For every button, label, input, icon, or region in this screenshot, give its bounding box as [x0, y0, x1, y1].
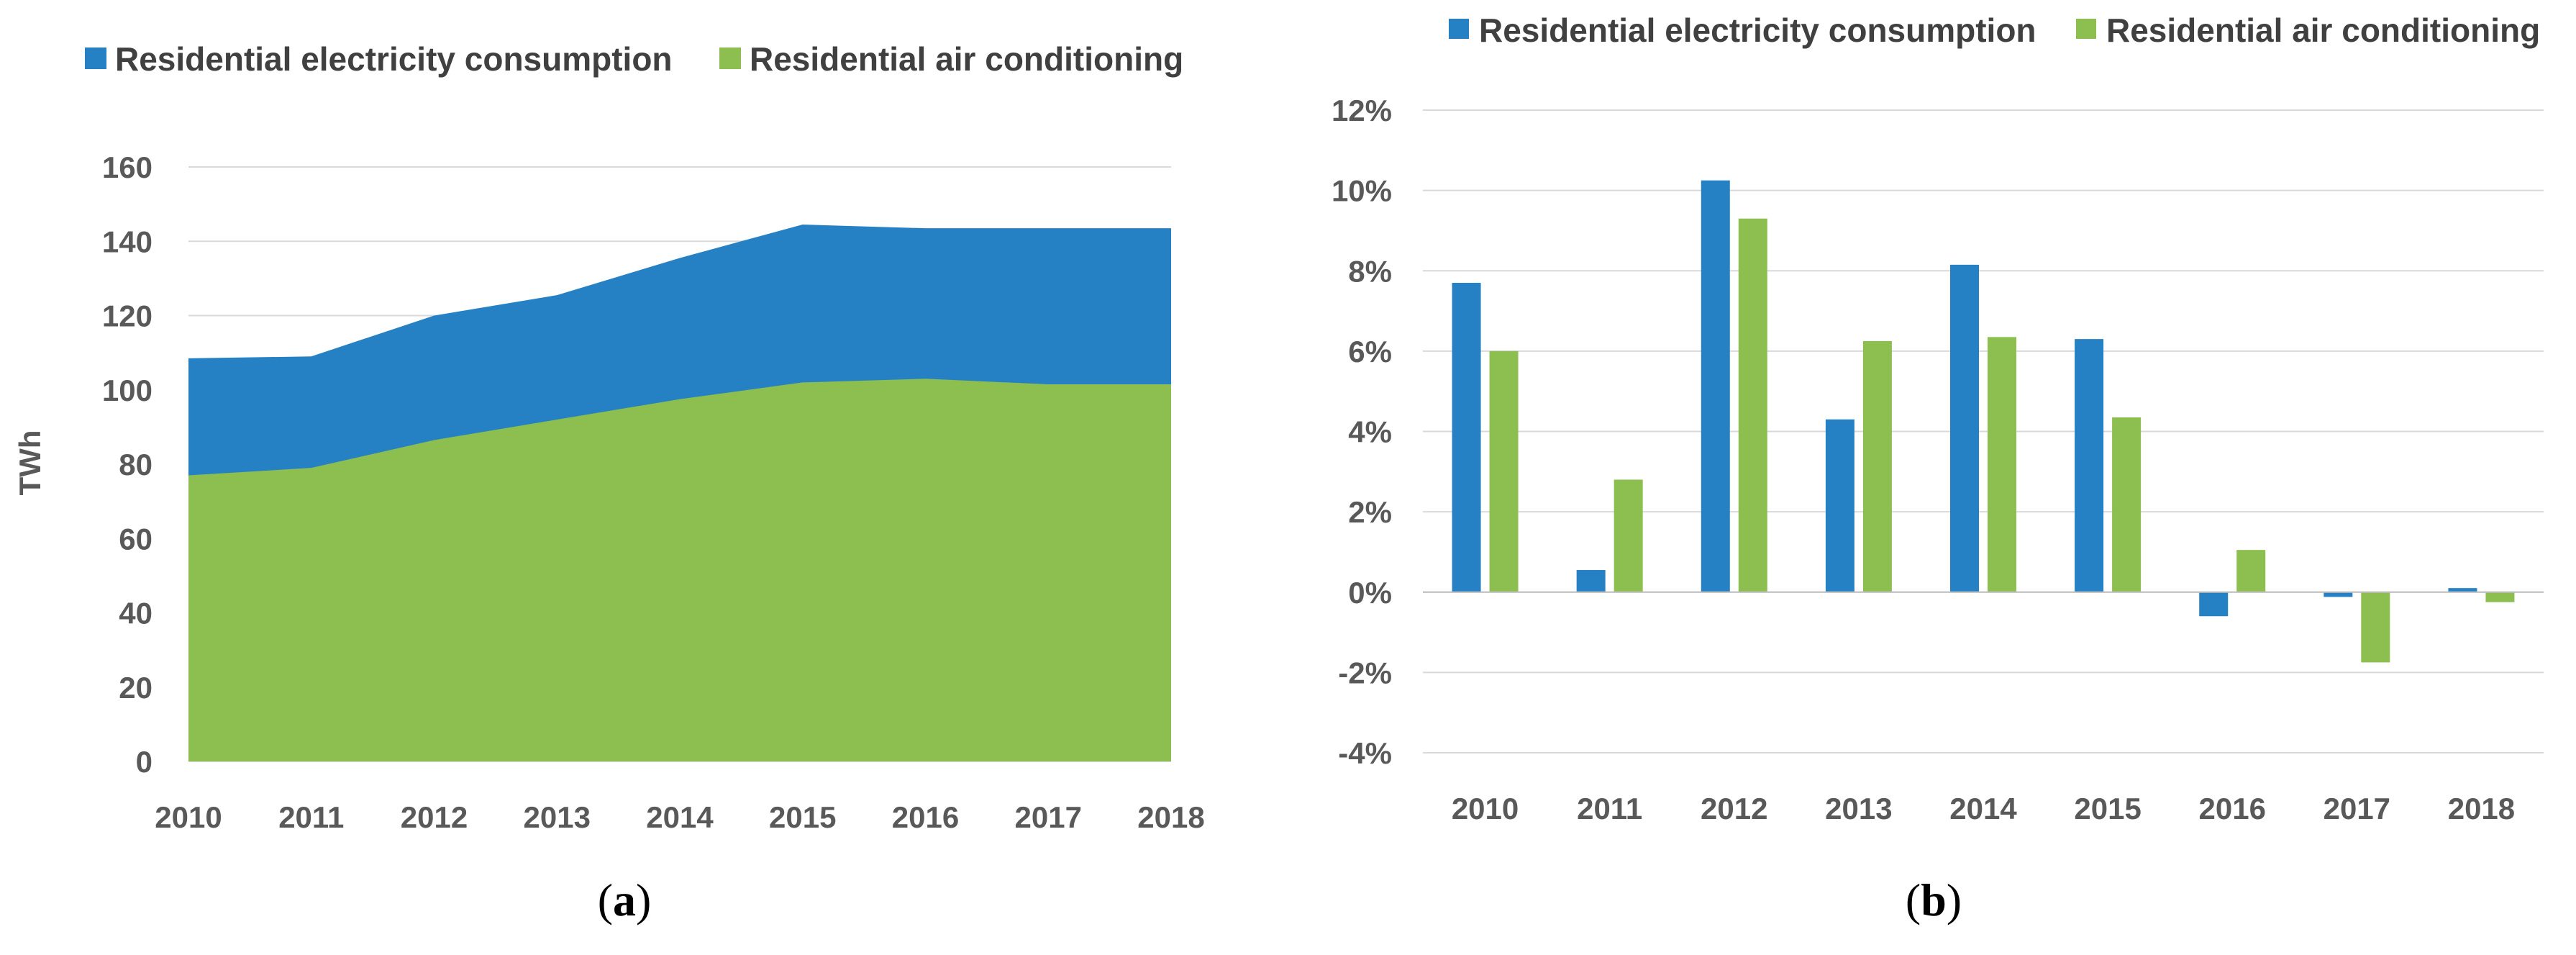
bar-electricity [1576, 570, 1606, 592]
bar-electricity [2448, 588, 2477, 592]
legend-b: Residential electricity consumption Resi… [1449, 12, 2540, 49]
x-tick-label-b: 2013 [1825, 792, 1892, 825]
x-tick-label-b: 2018 [2448, 792, 2515, 825]
bar-ac [1489, 350, 1519, 592]
area-chart-a: Residential electricity consumption Resi… [13, 40, 1205, 925]
bar-ac [2361, 592, 2390, 663]
y-tick-label-a: 80 [119, 448, 153, 481]
bar-electricity [1701, 180, 1730, 592]
bars-b [1423, 180, 2544, 663]
y-ticks-b: -4% -2% 0% 2% 4% 6% 8% 10% 12% [1332, 94, 1392, 770]
y-tick-label-a: 60 [119, 522, 153, 556]
y-tick-label-a: 0 [136, 745, 153, 779]
x-tick-label-b: 2015 [2074, 792, 2141, 825]
bar-ac [2112, 417, 2142, 592]
x-tick-label-a: 2011 [278, 800, 344, 834]
area-series-ac [188, 379, 1171, 761]
x-ticks-b: 2010 2011 2012 2013 2014 2015 2016 2017 2018 [1452, 792, 2515, 825]
y-tick-label-a: 140 [102, 225, 153, 258]
legend-a-label-ac: Residential air conditioning [750, 40, 1183, 78]
x-tick-label-a: 2018 [1137, 800, 1204, 834]
legend-a: Residential electricity consumption Resi… [85, 40, 1183, 78]
caption-b: (b) [1906, 874, 1962, 925]
y-tick-label-a: 40 [119, 597, 153, 630]
bar-electricity [1825, 419, 1854, 592]
x-tick-label-a: 2015 [769, 800, 836, 834]
bar-electricity [2075, 339, 2104, 592]
x-tick-label-a: 2017 [1015, 800, 1082, 834]
grid-b [1423, 109, 2544, 753]
x-tick-label-a: 2010 [155, 800, 222, 834]
y-tick-label-a: 100 [102, 374, 153, 407]
y-tick-label-a: 20 [119, 671, 153, 705]
bar-ac [1738, 218, 1767, 592]
legend-a-swatch-electricity [85, 47, 106, 69]
legend-b-label-electricity: Residential electricity consumption [1479, 12, 2036, 49]
legend-a-swatch-ac [719, 47, 741, 69]
caption-a: (a) [598, 874, 652, 925]
y-tick-label-b: -2% [1338, 656, 1392, 689]
y-ticks-a: 0 20 40 60 80 100 120 140 160 [102, 150, 153, 779]
x-tick-label-b: 2011 [1577, 792, 1642, 825]
bar-electricity [1950, 264, 1979, 592]
y-tick-label-b: 10% [1332, 174, 1392, 208]
bar-electricity [1452, 282, 1481, 592]
legend-a-label-electricity: Residential electricity consumption [115, 40, 673, 78]
x-tick-label-a: 2013 [524, 800, 591, 834]
bar-ac [2236, 550, 2266, 592]
legend-b-swatch-ac [2076, 19, 2096, 39]
bar-electricity [2199, 592, 2229, 617]
x-tick-label-b: 2014 [1949, 792, 2017, 825]
x-tick-label-a: 2014 [646, 800, 714, 834]
y-tick-label-b: -4% [1338, 736, 1392, 770]
x-ticks-a: 2010 2011 2012 2013 2014 2015 2016 2017 2018 [155, 800, 1204, 834]
bar-electricity [2324, 592, 2353, 597]
x-tick-label-b: 2016 [2199, 792, 2266, 825]
bar-chart-b: Residential electricity consumption Resi… [1332, 12, 2544, 925]
bar-ac [1862, 340, 1892, 592]
legend-b-label-ac: Residential air conditioning [2106, 12, 2540, 49]
legend-b-swatch-electricity [1449, 19, 1469, 39]
y-tick-label-b: 4% [1348, 415, 1392, 449]
y-tick-label-a: 160 [102, 150, 153, 184]
y-tick-label-b: 6% [1348, 335, 1392, 368]
areas-a [188, 225, 1171, 761]
y-axis-label-a: TWh [13, 430, 47, 496]
y-tick-label-a: 120 [102, 299, 153, 333]
y-tick-label-b: 2% [1348, 495, 1392, 529]
x-tick-label-b: 2010 [1452, 792, 1519, 825]
y-tick-label-b: 0% [1348, 576, 1392, 610]
y-tick-label-b: 8% [1348, 254, 1392, 288]
x-tick-label-a: 2016 [892, 800, 959, 834]
x-tick-label-a: 2012 [401, 800, 468, 834]
x-tick-label-b: 2017 [2324, 792, 2390, 825]
bar-ac [2485, 592, 2515, 602]
bar-ac [1988, 337, 2016, 592]
x-tick-label-b: 2012 [1701, 792, 1767, 825]
y-tick-label-b: 12% [1332, 94, 1392, 127]
bar-ac [1614, 479, 1643, 592]
